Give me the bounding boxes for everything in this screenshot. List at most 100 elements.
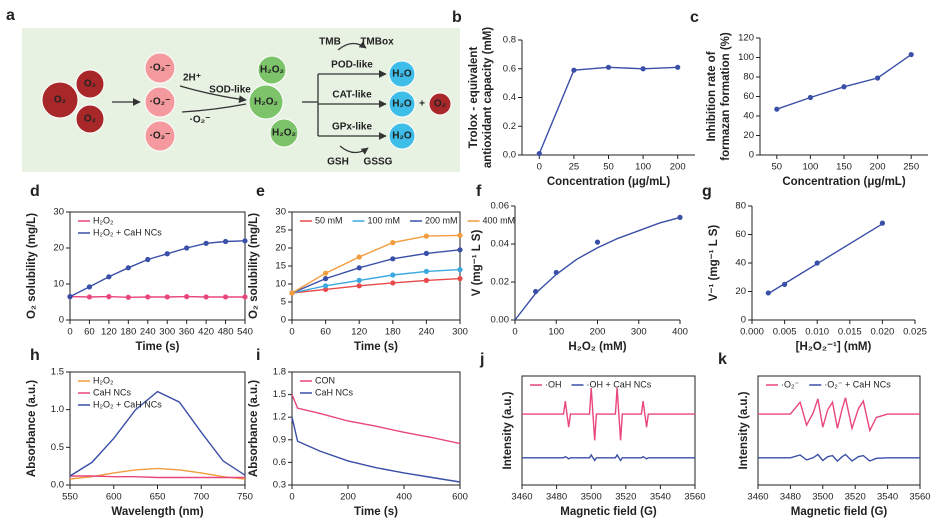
x-tick-label: 3500 [581, 492, 602, 503]
y-tick-label: 0 [749, 150, 754, 161]
panel-label: e [256, 183, 265, 200]
scheme-label: ·O₂⁻ [190, 115, 211, 126]
data-point [86, 294, 93, 300]
y-tick-label: 0.5 [51, 442, 64, 453]
data-point [203, 240, 209, 246]
y-tick-label: 0.4 [503, 92, 516, 103]
data-point [908, 51, 914, 58]
x-tick-label: 3480 [546, 492, 567, 503]
x-axis-label: Time (s) [354, 506, 398, 518]
series-line [69, 240, 246, 298]
molecule [144, 52, 176, 84]
molecule [428, 92, 452, 116]
data-point [164, 294, 170, 300]
chart: d 0 60 120 180 240 300 360 420 480 540 0 10 20 30 Time … [26, 183, 253, 353]
data-point [875, 75, 881, 81]
molecule [257, 55, 287, 85]
x-tick-label: 120 [101, 327, 117, 338]
x-tick-label: 3520 [615, 492, 636, 503]
series-line [69, 295, 245, 299]
scheme-label: H₂O [392, 69, 412, 80]
y-tick-label: 20 [275, 243, 286, 254]
series-line [291, 249, 461, 294]
chart: c 50 100 150 200 250 0 20 40 60 80 100 120 Concentrat… [690, 9, 928, 188]
data-point [605, 64, 612, 70]
data-point [203, 294, 209, 300]
chart: b 0 25 50 100 200 0.0 0.2 0.4 0.6 0.8 Concentration… [452, 9, 695, 188]
x-tick-label: 200 [670, 162, 686, 173]
x-axis-label: Wavelength (nm) [111, 506, 203, 518]
x-tick-label: 250 [903, 162, 919, 173]
molecule [144, 120, 176, 152]
panel-label: h [30, 347, 40, 364]
legend-label: 100 mM [368, 215, 401, 225]
series-line [776, 54, 912, 110]
x-tick-label: 0.025 [903, 327, 927, 338]
data-point [125, 265, 131, 271]
scheme-label: CAT-like [332, 90, 372, 101]
molecule [75, 104, 105, 134]
x-tick-label: 0 [512, 327, 517, 338]
y-axis-label: Intensity (a.u.) [502, 391, 514, 469]
y-tick-label: 80 [735, 201, 746, 212]
data-point [390, 272, 396, 278]
y-tick-label: 1.8 [273, 367, 286, 378]
data-point [390, 256, 396, 262]
chart: e 0 60 120 180 240 300 0 5 10 15 20 25 30 Time (s) O₂ s… [248, 183, 515, 353]
y-tick-label: 100 [738, 52, 754, 63]
x-tick-label: 480 [218, 327, 234, 338]
data-point [106, 274, 112, 280]
scheme-label: POD-like [331, 60, 373, 71]
plot-frame [69, 371, 246, 486]
data-point [184, 294, 190, 300]
x-tick-label: 0 [67, 327, 72, 338]
y-tick-label: 40 [743, 111, 754, 122]
x-tick-label: 0 [289, 492, 294, 503]
scheme-label: 2H⁺ [183, 73, 201, 84]
data-point [457, 247, 463, 253]
x-tick-label: 180 [385, 327, 401, 338]
series-line [70, 475, 245, 479]
y-tick-label: 0.2 [503, 121, 516, 132]
legend-label: H₂O₂ + CaH NCs [93, 227, 162, 237]
data-point [356, 277, 362, 283]
molecule [248, 84, 284, 120]
data-point [640, 66, 646, 72]
x-tick-label: 25 [569, 162, 580, 173]
scheme-label: O₂ [84, 79, 96, 90]
data-point [67, 294, 73, 300]
data-point [457, 276, 463, 282]
scheme-label: H₂O [392, 99, 412, 110]
series-line [522, 387, 695, 441]
series-line [514, 216, 681, 321]
series-line [291, 268, 461, 294]
y-tick-label: 0.6 [273, 457, 286, 468]
data-point [242, 294, 248, 300]
scheme-label: O₂ [434, 99, 446, 110]
y-tick-label: 120 [738, 33, 754, 44]
data-point [457, 232, 463, 238]
y-tick-label: 0.06 [491, 201, 510, 212]
x-tick-label: 3560 [909, 492, 930, 503]
molecule [388, 90, 416, 118]
plot-frame [291, 371, 461, 486]
y-tick-label: 10 [275, 279, 286, 290]
series-line [522, 453, 695, 462]
arrow [179, 85, 247, 103]
data-point [356, 283, 362, 289]
x-tick-label: 600 [452, 492, 468, 503]
x-tick-label: 550 [62, 492, 78, 503]
data-point [536, 150, 542, 157]
x-tick-label: 120 [351, 327, 367, 338]
chart: j 3460 3480 3500 3520 3540 3560 Magnetic field … [479, 351, 706, 518]
x-tick-label: 100 [802, 162, 818, 173]
scheme-label: TMBox [360, 37, 394, 48]
data-point [125, 294, 131, 300]
x-tick-label: 240 [418, 327, 434, 338]
x-tick-label: 3460 [511, 492, 532, 503]
molecule [144, 86, 176, 118]
x-axis-label: [H₂O₂⁻¹] (mM) [796, 341, 872, 353]
y-tick-label: 0.04 [491, 239, 510, 250]
legend-label: ·O₂⁻ + CaH NCs [824, 379, 891, 389]
y-axis-label: Trolox - equivalent [468, 47, 480, 149]
